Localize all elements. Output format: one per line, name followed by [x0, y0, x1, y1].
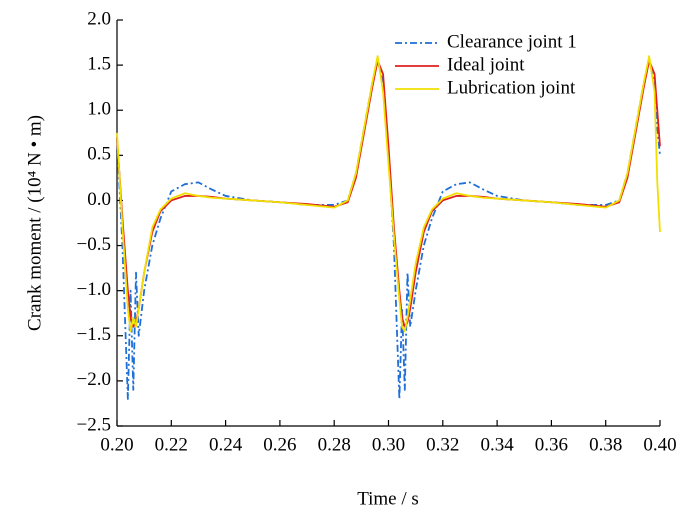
- x-tick-label: 0.26: [263, 434, 296, 455]
- series-line: [116, 55, 661, 333]
- x-tick-label: 0.20: [100, 434, 133, 455]
- x-tick-label: 0.40: [643, 434, 676, 455]
- y-tick-label: 0.5: [87, 144, 111, 165]
- y-tick-label: 1.0: [87, 99, 111, 120]
- series-line: [116, 59, 661, 328]
- x-tick-label: 0.28: [318, 434, 351, 455]
- x-tick-label: 0.34: [480, 434, 514, 455]
- x-tick-label: 0.32: [426, 434, 459, 455]
- y-tick-label: 0.0: [87, 189, 111, 210]
- series-line: [116, 59, 661, 400]
- y-tick-label: 2.0: [87, 8, 111, 29]
- x-tick-label: 0.30: [372, 434, 405, 455]
- legend-label: Ideal joint: [447, 54, 525, 75]
- y-axis-label: Crank moment / (10⁴ N • m): [24, 115, 45, 331]
- legend-label: Lubrication joint: [447, 77, 576, 98]
- y-tick-label: −0.5: [77, 234, 111, 255]
- y-tick-label: −2.5: [77, 414, 111, 435]
- legend-label: Clearance joint 1: [447, 31, 577, 52]
- x-tick-label: 0.38: [589, 434, 622, 455]
- x-tick-label: 0.24: [209, 434, 243, 455]
- y-tick-label: 1.5: [87, 53, 111, 74]
- x-tick-label: 0.36: [535, 434, 568, 455]
- y-tick-label: −1.5: [77, 324, 111, 345]
- y-tick-label: −2.0: [77, 369, 111, 390]
- x-axis-label: Time / s: [357, 488, 419, 509]
- y-tick-label: −1.0: [77, 279, 111, 300]
- x-tick-label: 0.22: [155, 434, 188, 455]
